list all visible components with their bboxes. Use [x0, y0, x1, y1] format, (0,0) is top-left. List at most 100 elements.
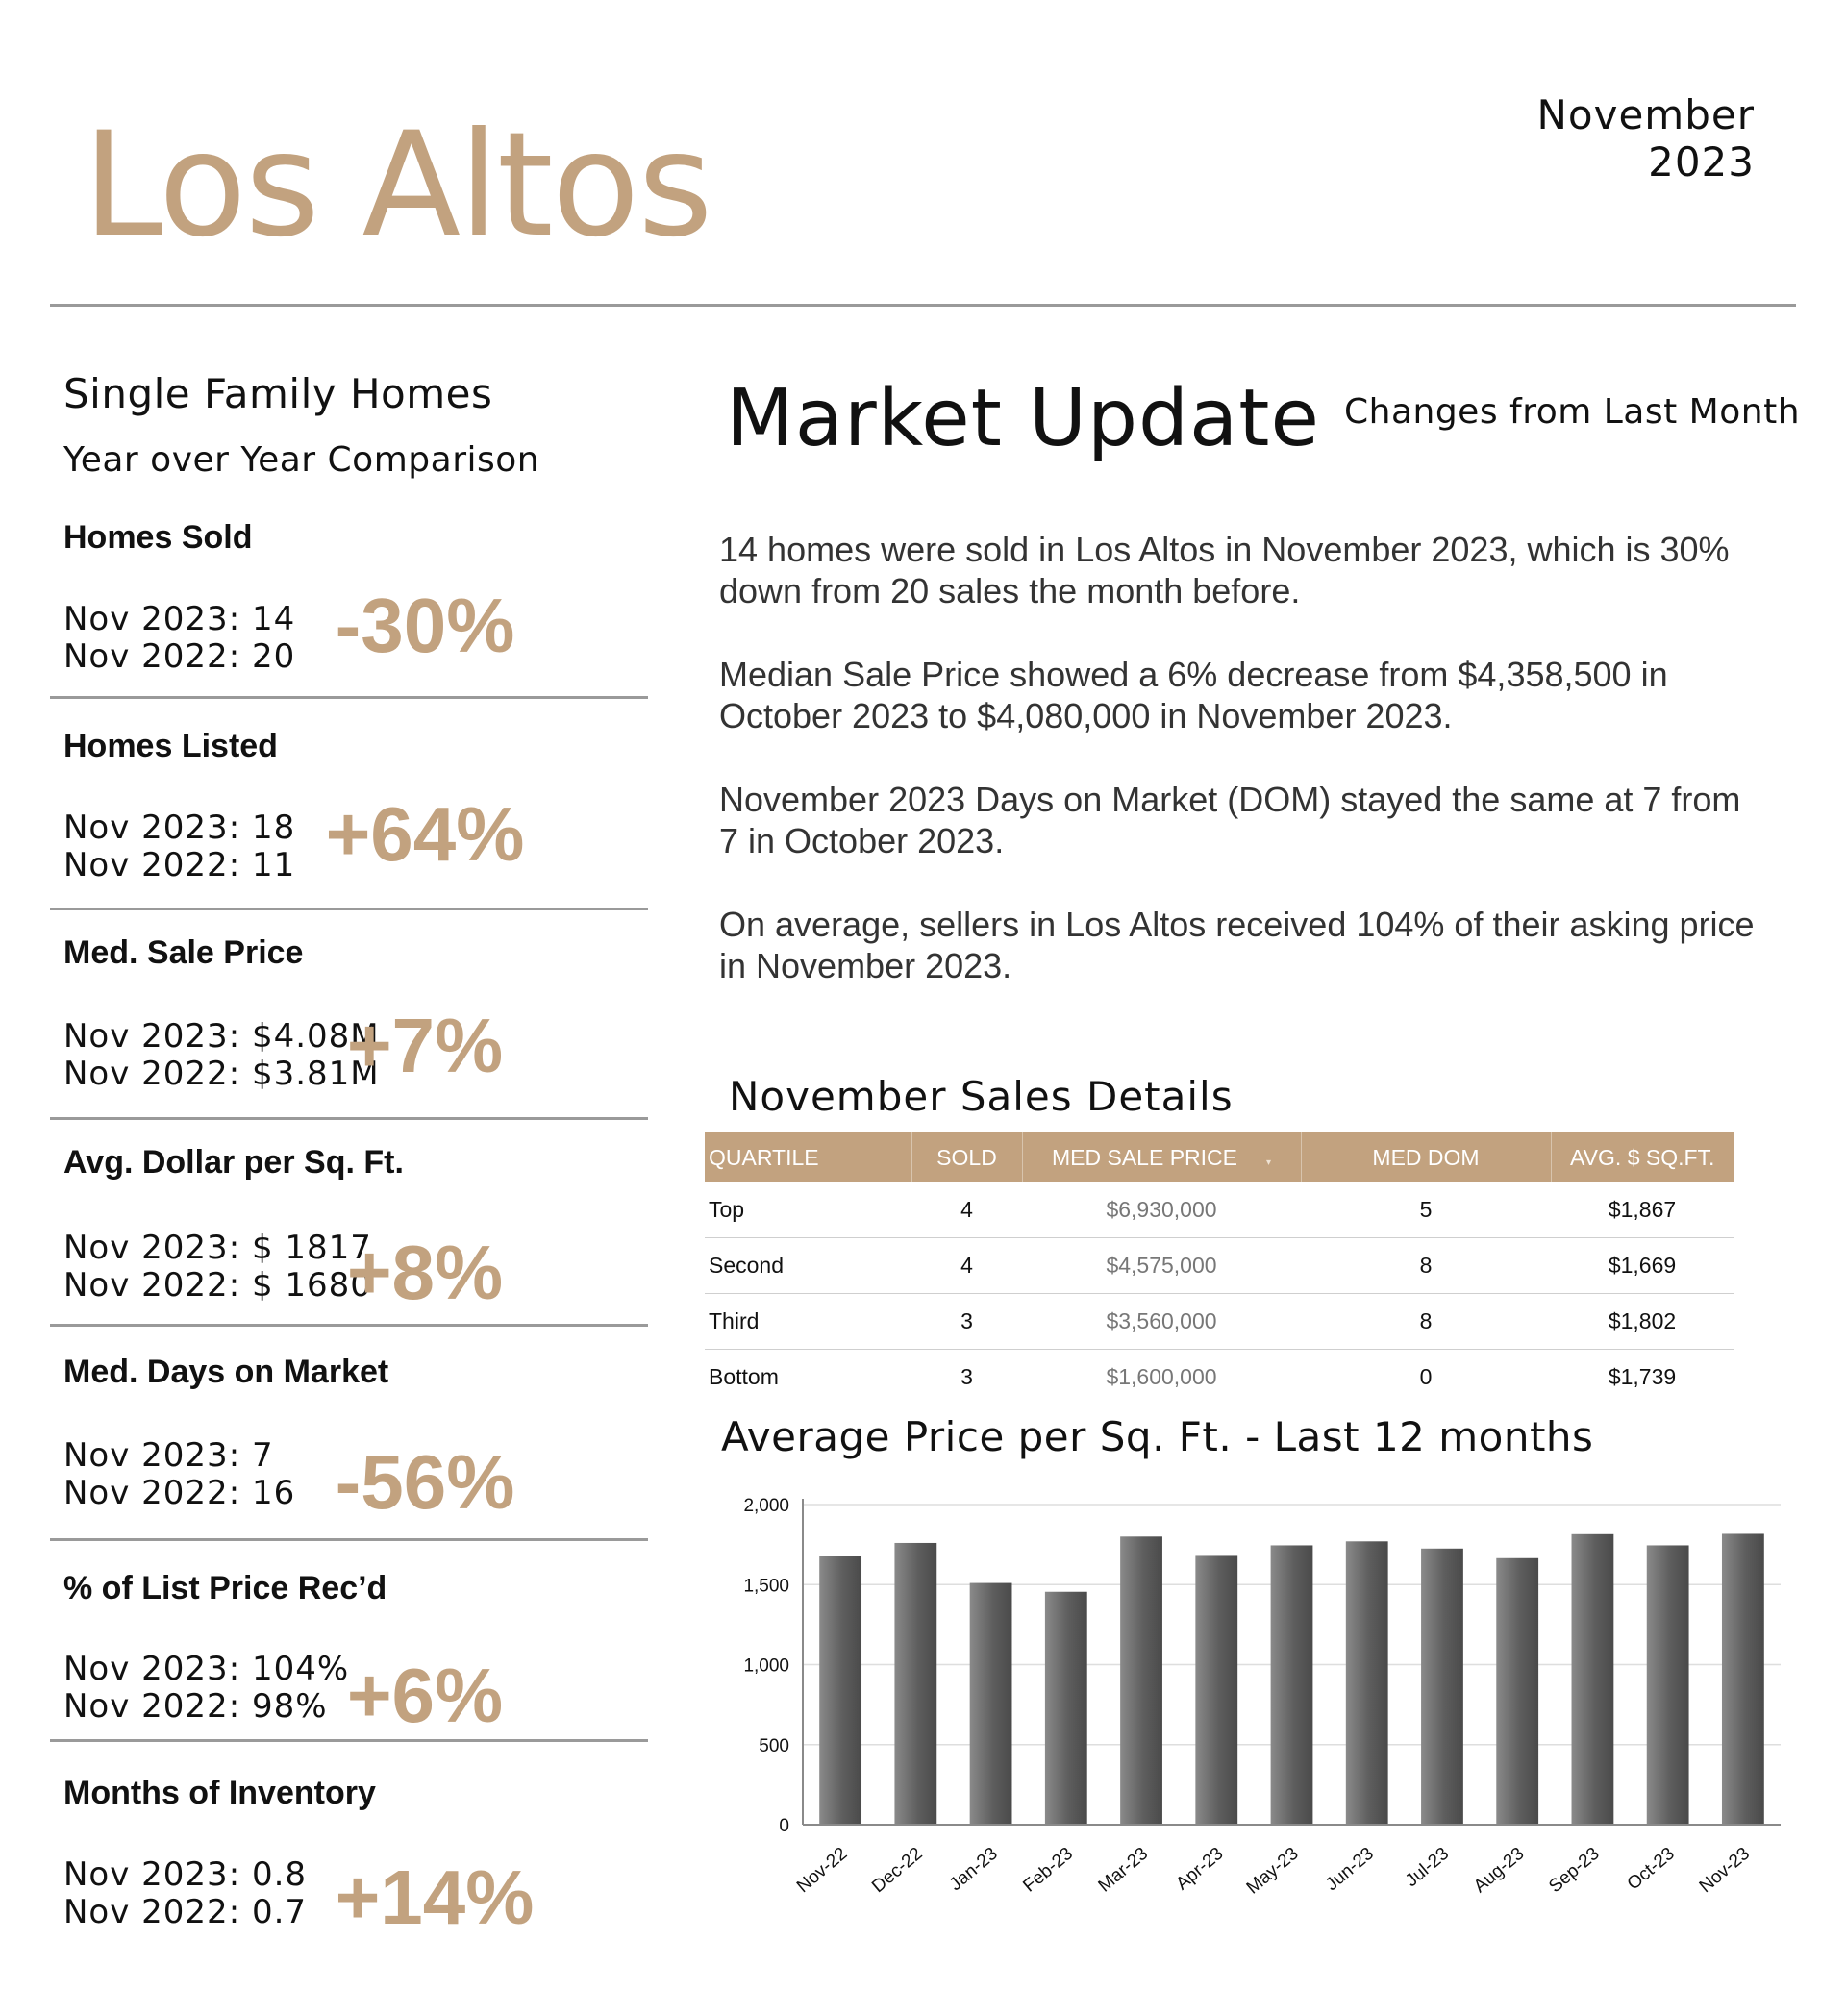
metric-previous: Nov 2022: 11 [63, 846, 296, 884]
y-tick-label: 500 [759, 1736, 789, 1756]
bar-sep-23 [1571, 1533, 1614, 1825]
cell-med-sale-price: $1,600,000 [1106, 1364, 1217, 1389]
y-tick-label: 1,000 [743, 1656, 789, 1677]
bar-apr-23 [1195, 1555, 1238, 1825]
metric-previous: Nov 2022: $ 1680 [63, 1266, 372, 1305]
y-tick-label: 0 [779, 1816, 789, 1836]
bar-jan-23 [969, 1582, 1012, 1825]
cell-med-sale-price: $4,575,000 [1022, 1237, 1301, 1294]
column-header-sold[interactable]: SOLD [911, 1132, 1023, 1182]
metric-label: Avg. Dollar per Sq. Ft. [63, 1144, 404, 1181]
cell-sold: 3 [960, 1364, 973, 1389]
cell-avg-sqft: $1,867 [1551, 1182, 1734, 1238]
metric-current: Nov 2023: 14 [63, 600, 296, 638]
left-heading: Single Family Homes [63, 370, 493, 417]
metric-current: Nov 2023: 18 [63, 809, 296, 847]
metric-current: Nov 2023: 7 [63, 1436, 274, 1475]
column-header-med-dom[interactable]: MED DOM [1301, 1132, 1552, 1182]
market-update-subtitle: Changes from Last Month [1344, 392, 1801, 432]
metric-divider [50, 696, 648, 699]
metric-change: +14% [335, 1854, 535, 1940]
cell-avg-sqft: $1,802 [1551, 1293, 1734, 1350]
bar-mar-23 [1120, 1536, 1162, 1825]
x-tick-label: Apr-23 [1172, 1844, 1227, 1895]
metric-label: % of List Price Rec’d [63, 1570, 387, 1606]
metric-previous: Nov 2022: 20 [63, 637, 296, 676]
market-paragraph-sales: 14 homes were sold in Los Altos in Novem… [719, 530, 1730, 610]
metric-current: Nov 2023: 104% [63, 1650, 350, 1688]
table-row: Bottom 3 $1,600,000 0 $1,739 [705, 1350, 1734, 1406]
cell-quartile: Second [705, 1237, 911, 1294]
metric-divider [50, 1538, 648, 1541]
metric-divider [50, 1739, 648, 1742]
x-tick-label: May-23 [1243, 1844, 1303, 1899]
cell-quartile: Top [705, 1182, 911, 1238]
sort-caret-icon[interactable]: ▾ [1265, 1157, 1272, 1168]
sales-details-title: November Sales Details [729, 1073, 1234, 1120]
metric-divider [50, 908, 648, 910]
cell-med-dom: 8 [1301, 1237, 1551, 1294]
cell-med-sale-price: $6,930,000 [1022, 1182, 1301, 1238]
metric-current: Nov 2023: 0.8 [63, 1855, 308, 1894]
column-header-med-sale-price[interactable]: MED SALE PRICE ▾ [1022, 1132, 1302, 1182]
cell-sold: 4 [911, 1182, 1022, 1238]
table-header-row: QUARTILE SOLD MED SALE PRICE ▾ MED DOM AV… [705, 1132, 1734, 1182]
bar-oct-23 [1646, 1545, 1689, 1825]
metric-previous: Nov 2022: 0.7 [63, 1893, 308, 1931]
chart-title: Average Price per Sq. Ft. - Last 12 mont… [721, 1413, 1594, 1460]
x-tick-label: Mar-23 [1095, 1844, 1153, 1897]
table-row: Top 4 $6,930,000 5 $1,867 [705, 1182, 1734, 1238]
bar-jun-23 [1345, 1541, 1388, 1825]
metric-label: Med. Days on Market [63, 1354, 389, 1390]
cell-quartile: Bottom [709, 1364, 779, 1389]
cell-quartile: Third [705, 1293, 911, 1350]
cell-med-dom: 8 [1301, 1293, 1551, 1350]
y-tick-label: 1,500 [743, 1576, 789, 1596]
bar-may-23 [1270, 1545, 1313, 1825]
x-tick-label: Nov-22 [793, 1844, 851, 1897]
avg-price-sqft-chart: 0 500 1,000 1,500 2,000 Nov-22 Dec-22 Jan-23 Feb… [743, 1496, 1781, 1899]
column-header-avg-sqft[interactable]: AVG. $ SQ.FT. [1551, 1132, 1734, 1182]
metric-previous: Nov 2022: 16 [63, 1474, 296, 1512]
cell-avg-sqft: $1,669 [1551, 1237, 1734, 1294]
x-tick-label: Nov-23 [1696, 1844, 1754, 1897]
metric-label: Homes Listed [63, 728, 278, 764]
x-tick-label: Dec-22 [868, 1844, 926, 1897]
metric-change: -56% [335, 1439, 515, 1525]
bar-nov-23 [1721, 1533, 1764, 1825]
market-paragraph-dom: November 2023 Days on Market (DOM) staye… [719, 780, 1741, 860]
left-subheading: Year over Year Comparison [63, 440, 540, 480]
bar-feb-23 [1044, 1591, 1087, 1825]
sales-details-table: QUARTILE SOLD MED SALE PRICE ▾ MED DOM AV… [705, 1132, 1734, 1405]
metric-previous: Nov 2022: 98% [63, 1687, 328, 1726]
x-tick-label: Jun-23 [1322, 1844, 1378, 1895]
market-paragraph-price: Median Sale Price showed a 6% decrease f… [719, 655, 1668, 735]
metric-previous: Nov 2022: $3.81M [63, 1055, 380, 1093]
cell-avg-sqft: $1,739 [1608, 1364, 1677, 1389]
cell-sold: 3 [911, 1293, 1022, 1350]
column-header-label: MED SALE PRICE [1051, 1144, 1237, 1170]
bar-aug-23 [1496, 1557, 1539, 1825]
metric-label: Months of Inventory [63, 1775, 376, 1811]
x-tick-label: Jul-23 [1402, 1844, 1453, 1891]
city-title: Los Altos [83, 102, 713, 269]
column-header-quartile[interactable]: QUARTILE [705, 1132, 912, 1182]
cell-med-dom: 0 [1419, 1364, 1433, 1389]
cell-med-sale-price: $3,560,000 [1022, 1293, 1301, 1350]
header-divider [50, 304, 1796, 307]
report-date: November 2023 [1536, 91, 1755, 186]
x-tick-label: Sep-23 [1545, 1844, 1603, 1897]
table-row: Third 3 $3,560,000 8 $1,802 [705, 1293, 1734, 1350]
metric-change: +64% [325, 791, 525, 877]
metric-current: Nov 2023: $ 1817 [63, 1229, 372, 1267]
cell-sold: 4 [911, 1237, 1022, 1294]
x-tick-label: Jan-23 [946, 1844, 1002, 1895]
metric-change: +7% [346, 1003, 504, 1088]
metric-change: +8% [346, 1230, 504, 1315]
metric-label: Med. Sale Price [63, 934, 304, 971]
bar-jul-23 [1421, 1548, 1463, 1825]
metric-current: Nov 2023: $4.08M [63, 1017, 380, 1056]
metric-change: +6% [346, 1653, 504, 1738]
cell-med-dom: 5 [1301, 1182, 1551, 1238]
metric-divider [50, 1324, 648, 1327]
